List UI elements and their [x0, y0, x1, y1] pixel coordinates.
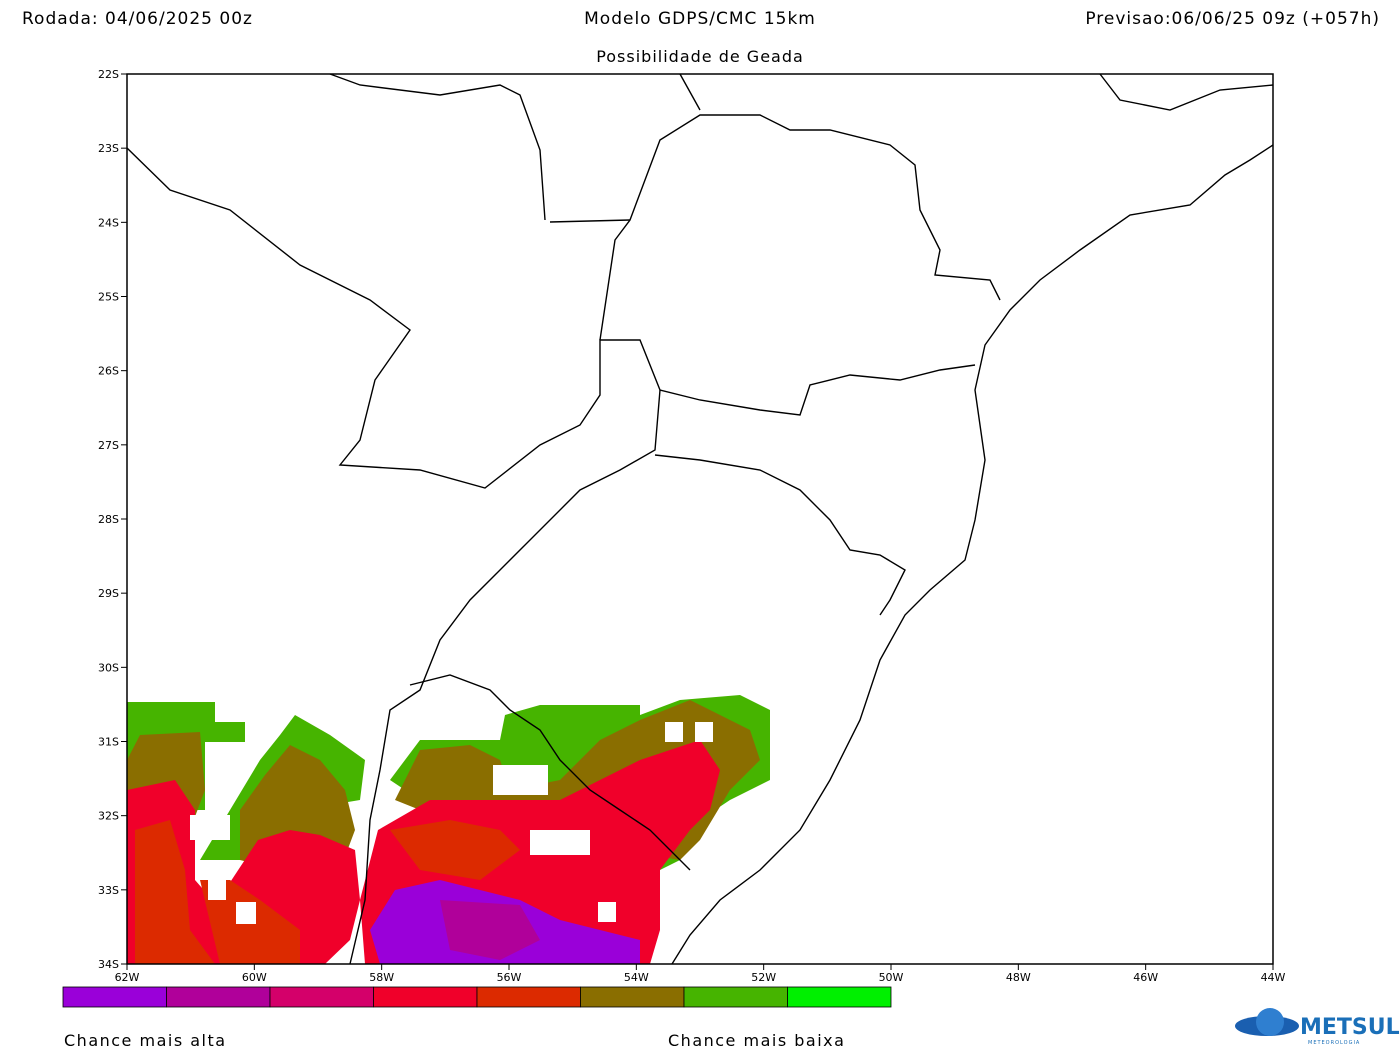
lon-label: 44W [1261, 971, 1286, 984]
lon-label: 56W [497, 971, 522, 984]
lon-label: 48W [1006, 971, 1031, 984]
map-outlines [126, 73, 1274, 965]
colorbar-swatch [373, 986, 478, 1008]
lat-label: 22S [98, 68, 119, 81]
colorbar-low-label: Chance mais baixa [668, 1031, 845, 1050]
lon-label: 50W [879, 971, 904, 984]
lat-label: 31S [98, 736, 119, 749]
colorbar-swatch [269, 986, 374, 1008]
axes: 22S23S24S25S26S27S28S29S30S31S32S33S34S6… [98, 68, 1286, 984]
lon-label: 52W [751, 971, 776, 984]
logo: METSUL METEOROLOGIA [1235, 1008, 1400, 1046]
lon-label: 60W [242, 971, 267, 984]
colorbar-swatch [580, 986, 685, 1008]
lon-label: 58W [369, 971, 394, 984]
lat-label: 28S [98, 513, 119, 526]
run-label: Rodada: 04/06/2025 00z [22, 9, 253, 29]
colorbar-swatch [62, 986, 167, 1008]
logo-name: METSUL [1300, 1015, 1400, 1040]
logo-sphere [1256, 1008, 1284, 1036]
frost-field [127, 695, 770, 964]
lat-label: 34S [98, 958, 119, 971]
colorbar-swatch [683, 986, 788, 1008]
colorbar-swatch [787, 986, 892, 1008]
logo-tagline: METEOROLOGIA [1308, 1040, 1360, 1046]
lat-label: 23S [98, 142, 119, 155]
lat-label: 26S [98, 365, 119, 378]
subtitle: Possibilidade de Geada [596, 47, 804, 66]
lat-label: 33S [98, 884, 119, 897]
forecast-label: Previsao:06/06/25 09z (+057h) [1085, 9, 1380, 29]
lat-label: 32S [98, 810, 119, 823]
lat-label: 24S [98, 216, 119, 229]
lat-label: 30S [98, 661, 119, 674]
lat-label: 29S [98, 587, 119, 600]
colorbar-swatch [166, 986, 271, 1008]
lat-label: 27S [98, 439, 119, 452]
colorbar-high-label: Chance mais alta [64, 1031, 227, 1050]
colorbar [62, 986, 892, 1008]
lat-label: 25S [98, 291, 119, 304]
lon-label: 62W [115, 971, 140, 984]
lon-label: 54W [624, 971, 649, 984]
model-label: Modelo GDPS/CMC 15km [584, 9, 816, 29]
lon-label: 46W [1133, 971, 1158, 984]
colorbar-swatch [476, 986, 581, 1008]
